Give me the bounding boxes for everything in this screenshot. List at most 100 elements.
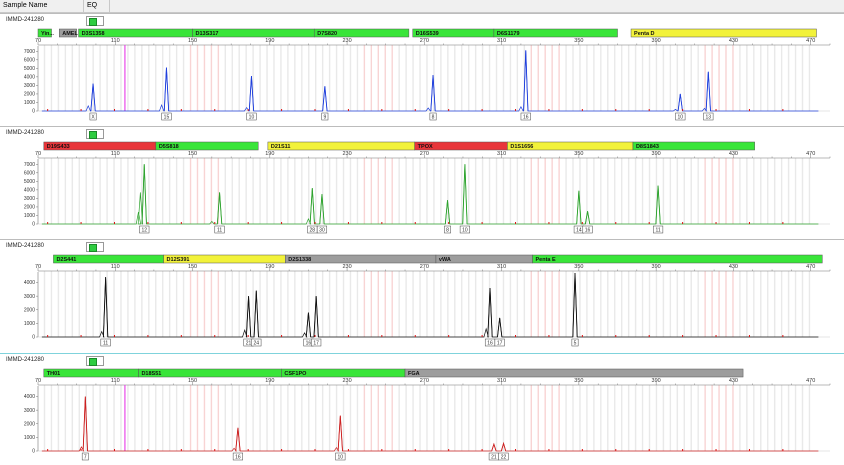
peak[interactable] — [705, 71, 711, 112]
bin-stripe — [697, 385, 699, 451]
eq-column-header[interactable]: EQ — [84, 0, 110, 12]
peak[interactable] — [487, 287, 493, 338]
allele-call-label[interactable]: 7 — [81, 452, 89, 460]
locus-marker[interactable]: Penta E — [532, 254, 823, 264]
peak[interactable] — [500, 441, 507, 452]
locus-marker[interactable]: CSF1PO — [281, 368, 406, 378]
allele-call-label[interactable]: 14 — [573, 225, 584, 233]
peak[interactable] — [82, 396, 88, 452]
allele-call-label[interactable]: 10 — [675, 112, 686, 120]
y-tick-label: 3000 — [24, 83, 35, 89]
peak[interactable] — [430, 75, 436, 112]
allele-call-label[interactable]: 24 — [251, 338, 262, 346]
peak[interactable] — [141, 164, 147, 225]
locus-marker[interactable]: D19S433 — [43, 141, 157, 151]
allele-call-label[interactable]: 11 — [653, 225, 664, 233]
allele-call-label[interactable]: 10 — [335, 452, 346, 460]
peak[interactable] — [576, 190, 582, 225]
allele-call-label[interactable]: 8 — [444, 225, 451, 233]
allele-call-label[interactable]: 13 — [703, 112, 714, 120]
peak[interactable] — [497, 317, 503, 338]
locus-marker[interactable]: D3S1358 — [78, 28, 193, 38]
peak[interactable] — [216, 192, 223, 225]
locus-marker[interactable]: D2S441 — [53, 254, 164, 264]
peak[interactable] — [444, 200, 451, 225]
locus-marker[interactable]: FGA — [404, 368, 744, 378]
locus-marker[interactable]: D1S1656 — [507, 141, 634, 151]
peak[interactable] — [245, 296, 252, 338]
allele-call-label[interactable]: 8 — [429, 112, 437, 120]
peak[interactable] — [305, 312, 312, 338]
peak[interactable] — [523, 50, 529, 112]
peak[interactable] — [235, 427, 241, 452]
allele-call-label[interactable]: 21 — [488, 452, 499, 460]
locus-marker[interactable]: D18S51 — [138, 368, 282, 378]
allele-call-label[interactable]: 17 — [494, 338, 505, 346]
sample-row[interactable]: IMMD-241280 — [0, 241, 844, 253]
allele-call-label[interactable]: 11 — [100, 338, 111, 346]
locus-marker[interactable]: TPOX — [414, 141, 508, 151]
peak[interactable] — [462, 164, 468, 225]
allele-call-label[interactable]: 16 — [520, 112, 531, 120]
locus-marker[interactable]: TH01 — [43, 368, 139, 378]
peak[interactable] — [90, 83, 96, 112]
electropherogram-panel[interactable]: D2S441 D12S391 D2S1338 vWA Penta E70 110 150 19… — [0, 253, 844, 351]
allele-call-label[interactable]: 5 — [571, 338, 579, 346]
sample-name-column-header[interactable]: Sample Name — [0, 0, 84, 12]
quality-flag-icon[interactable] — [86, 16, 104, 26]
locus-marker[interactable]: D8S1843 — [632, 141, 755, 151]
peak[interactable] — [319, 194, 325, 225]
allele-call-label[interactable]: 11 — [214, 225, 225, 233]
peak[interactable] — [572, 272, 578, 338]
peak[interactable] — [584, 211, 591, 225]
peak[interactable] — [102, 277, 109, 338]
allele-call-label[interactable]: X — [89, 112, 97, 120]
electropherogram-panel[interactable]: D19S433 D5S818 D21S11 TPOX D1S1656 D8S1843 70 1… — [0, 140, 844, 238]
allele-call-label[interactable]: 15 — [161, 112, 172, 120]
quality-flag-icon[interactable] — [86, 356, 104, 366]
allele-call-label[interactable]: 9 — [321, 112, 329, 120]
peak[interactable] — [655, 185, 661, 225]
allele-call-label[interactable]: 16 — [582, 225, 593, 233]
locus-marker[interactable]: D13S317 — [192, 28, 315, 38]
locus-marker[interactable]: AMEL — [58, 28, 78, 38]
locus-marker[interactable]: D16S539 — [412, 28, 495, 38]
locus-marker[interactable]: D7S820 — [313, 28, 410, 38]
peak[interactable] — [309, 188, 315, 225]
locus-marker[interactable]: Penta D — [630, 28, 817, 38]
peak[interactable] — [253, 290, 259, 338]
peak[interactable] — [677, 93, 683, 112]
locus-marker[interactable]: D12S391 — [163, 254, 286, 264]
allele-call-label[interactable]: 10 — [459, 225, 470, 233]
allele-call-label[interactable]: 16 — [484, 338, 496, 346]
sample-row[interactable]: IMMD-241280 — [0, 128, 844, 140]
locus-marker[interactable]: D6S1179 — [493, 28, 618, 38]
peak[interactable] — [248, 75, 255, 112]
peak[interactable] — [322, 86, 328, 112]
locus-marker[interactable]: Yin... — [37, 28, 54, 38]
bin-stripe — [593, 158, 595, 224]
allele-call-label[interactable]: 10 — [246, 112, 257, 120]
bin-stripe — [593, 271, 595, 337]
electropherogram-panel[interactable]: Yin... AMEL D3S1358 D13S317 D7S820 D16S539 D6S… — [0, 27, 844, 125]
sample-row[interactable]: IMMD-241280 — [0, 15, 844, 27]
peak[interactable] — [163, 67, 170, 112]
allele-call-label[interactable]: 16 — [232, 452, 243, 460]
peak[interactable] — [491, 442, 497, 452]
quality-flag-icon[interactable] — [86, 242, 104, 252]
allele-call-text: 21 — [491, 454, 497, 460]
peak[interactable] — [337, 415, 343, 452]
allele-call-label[interactable]: 12 — [139, 225, 150, 233]
allele-call-label[interactable]: 30 — [316, 225, 328, 233]
quality-flag-icon[interactable] — [86, 129, 104, 139]
locus-marker[interactable]: D5S818 — [155, 141, 259, 151]
locus-marker[interactable]: vWA — [435, 254, 533, 264]
sample-row[interactable]: IMMD-241280 — [0, 355, 844, 367]
locus-marker[interactable]: D2S1338 — [285, 254, 437, 264]
allele-call-label[interactable]: 22 — [498, 452, 509, 460]
allele-call-label[interactable]: 17 — [311, 338, 322, 346]
peak[interactable] — [313, 296, 319, 338]
locus-marker[interactable]: D21S11 — [267, 141, 415, 151]
allele-call-label[interactable]: 28 — [307, 225, 318, 233]
